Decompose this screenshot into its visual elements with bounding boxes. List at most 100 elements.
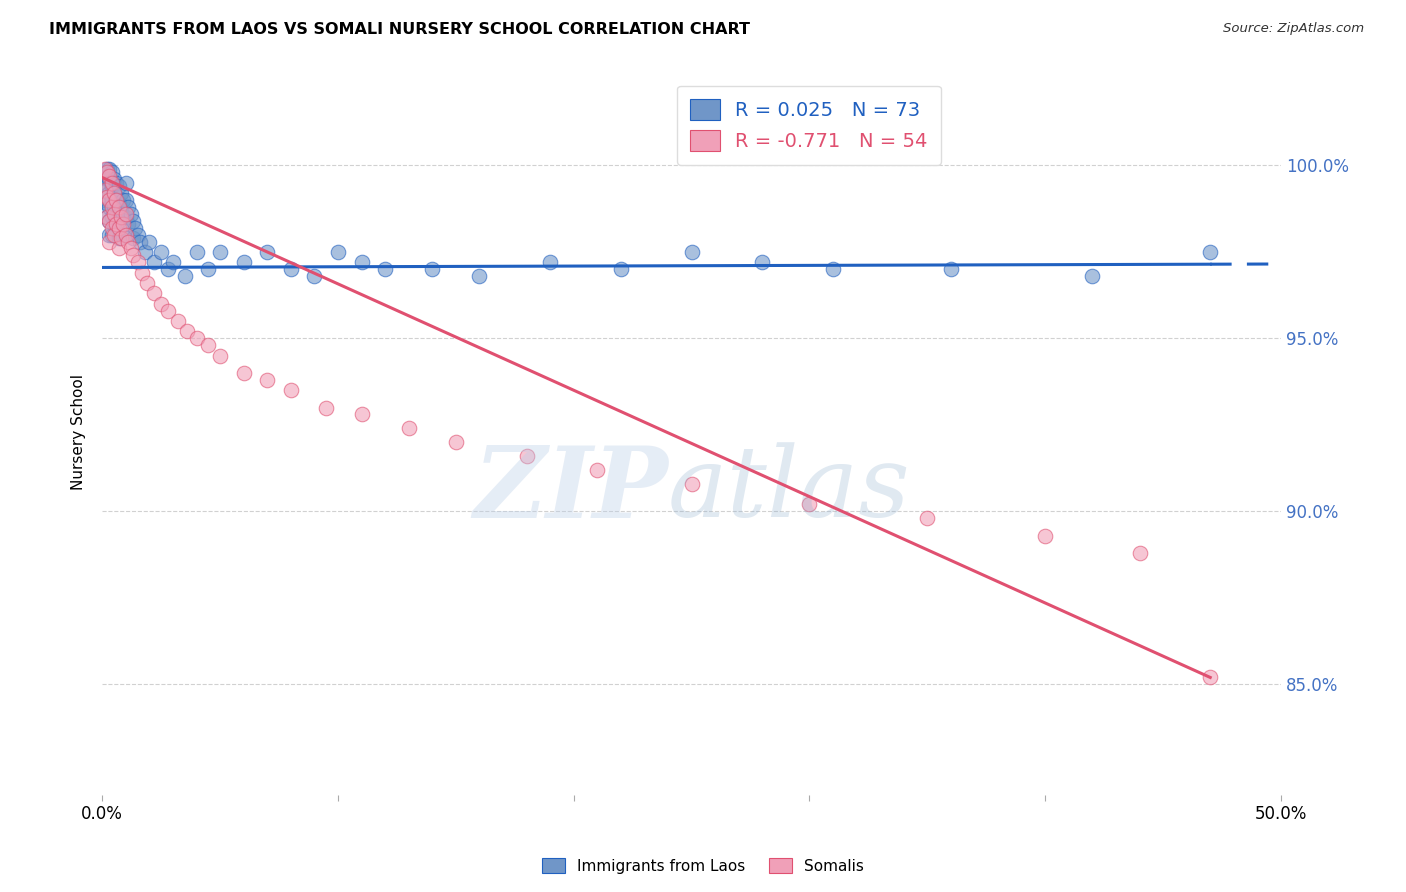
Point — [232, 366, 254, 380]
Point — [105, 193, 128, 207]
Point — [1081, 269, 1104, 284]
Legend: R = 0.025   N = 73, R = -0.771   N = 54: R = 0.025 N = 73, R = -0.771 N = 54 — [676, 86, 941, 165]
Point — [103, 186, 125, 200]
Point — [138, 235, 160, 249]
Point — [100, 211, 122, 225]
Point — [374, 262, 396, 277]
Point — [186, 244, 208, 259]
Point — [98, 161, 121, 176]
Point — [127, 255, 149, 269]
Point — [280, 262, 302, 277]
Point — [586, 463, 609, 477]
Point — [150, 244, 173, 259]
Point — [681, 476, 703, 491]
Point — [100, 220, 122, 235]
Point — [124, 220, 146, 235]
Point — [112, 217, 135, 231]
Point — [107, 213, 129, 227]
Point — [103, 172, 125, 186]
Point — [100, 176, 122, 190]
Point — [93, 165, 115, 179]
Point — [96, 196, 118, 211]
Point — [105, 217, 128, 231]
Point — [538, 255, 561, 269]
Point — [516, 449, 538, 463]
Point — [1128, 546, 1150, 560]
Point — [127, 227, 149, 242]
Point — [93, 183, 115, 197]
Point — [134, 244, 156, 259]
Point — [186, 331, 208, 345]
Point — [93, 161, 115, 176]
Point — [143, 286, 166, 301]
Point — [103, 217, 125, 231]
Point — [114, 207, 136, 221]
Point — [209, 349, 232, 363]
Point — [114, 211, 136, 225]
Point — [121, 213, 143, 227]
Point — [468, 269, 491, 284]
Point — [197, 338, 219, 352]
Point — [176, 325, 198, 339]
Point — [1199, 670, 1222, 684]
Text: atlas: atlas — [668, 442, 911, 538]
Point — [150, 297, 173, 311]
Point — [751, 255, 773, 269]
Point — [110, 231, 132, 245]
Point — [107, 200, 129, 214]
Point — [610, 262, 633, 277]
Point — [96, 189, 118, 203]
Point — [103, 207, 125, 221]
Point — [96, 211, 118, 225]
Point — [107, 242, 129, 256]
Point — [1199, 244, 1222, 259]
Point — [96, 161, 118, 176]
Point — [98, 186, 121, 200]
Point — [110, 211, 132, 225]
Point — [173, 269, 195, 284]
Point — [96, 211, 118, 225]
Point — [107, 196, 129, 211]
Point — [98, 213, 121, 227]
Point — [100, 165, 122, 179]
Point — [256, 373, 278, 387]
Point — [939, 262, 962, 277]
Point — [114, 227, 136, 242]
Point — [105, 211, 128, 225]
Point — [197, 262, 219, 277]
Point — [131, 266, 153, 280]
Point — [98, 169, 121, 183]
Point — [100, 227, 122, 242]
Text: Source: ZipAtlas.com: Source: ZipAtlas.com — [1223, 22, 1364, 36]
Point — [129, 235, 152, 249]
Point — [350, 255, 373, 269]
Point — [256, 244, 278, 259]
Point — [917, 511, 939, 525]
Point — [93, 193, 115, 207]
Point — [100, 179, 122, 194]
Point — [105, 193, 128, 207]
Point — [98, 235, 121, 249]
Y-axis label: Nursery School: Nursery School — [72, 374, 86, 490]
Legend: Immigrants from Laos, Somalis: Immigrants from Laos, Somalis — [536, 852, 870, 880]
Point — [157, 303, 180, 318]
Point — [326, 244, 349, 259]
Point — [110, 186, 132, 200]
Text: IMMIGRANTS FROM LAOS VS SOMALI NURSERY SCHOOL CORRELATION CHART: IMMIGRANTS FROM LAOS VS SOMALI NURSERY S… — [49, 22, 751, 37]
Point — [93, 176, 115, 190]
Point — [114, 193, 136, 207]
Point — [121, 231, 143, 245]
Point — [143, 255, 166, 269]
Point — [117, 200, 139, 214]
Point — [98, 213, 121, 227]
Point — [107, 220, 129, 235]
Point — [107, 231, 129, 245]
Point — [209, 244, 232, 259]
Point — [444, 435, 467, 450]
Point — [107, 179, 129, 194]
Point — [166, 314, 188, 328]
Point — [350, 408, 373, 422]
Point — [112, 211, 135, 225]
Point — [157, 262, 180, 277]
Point — [120, 242, 142, 256]
